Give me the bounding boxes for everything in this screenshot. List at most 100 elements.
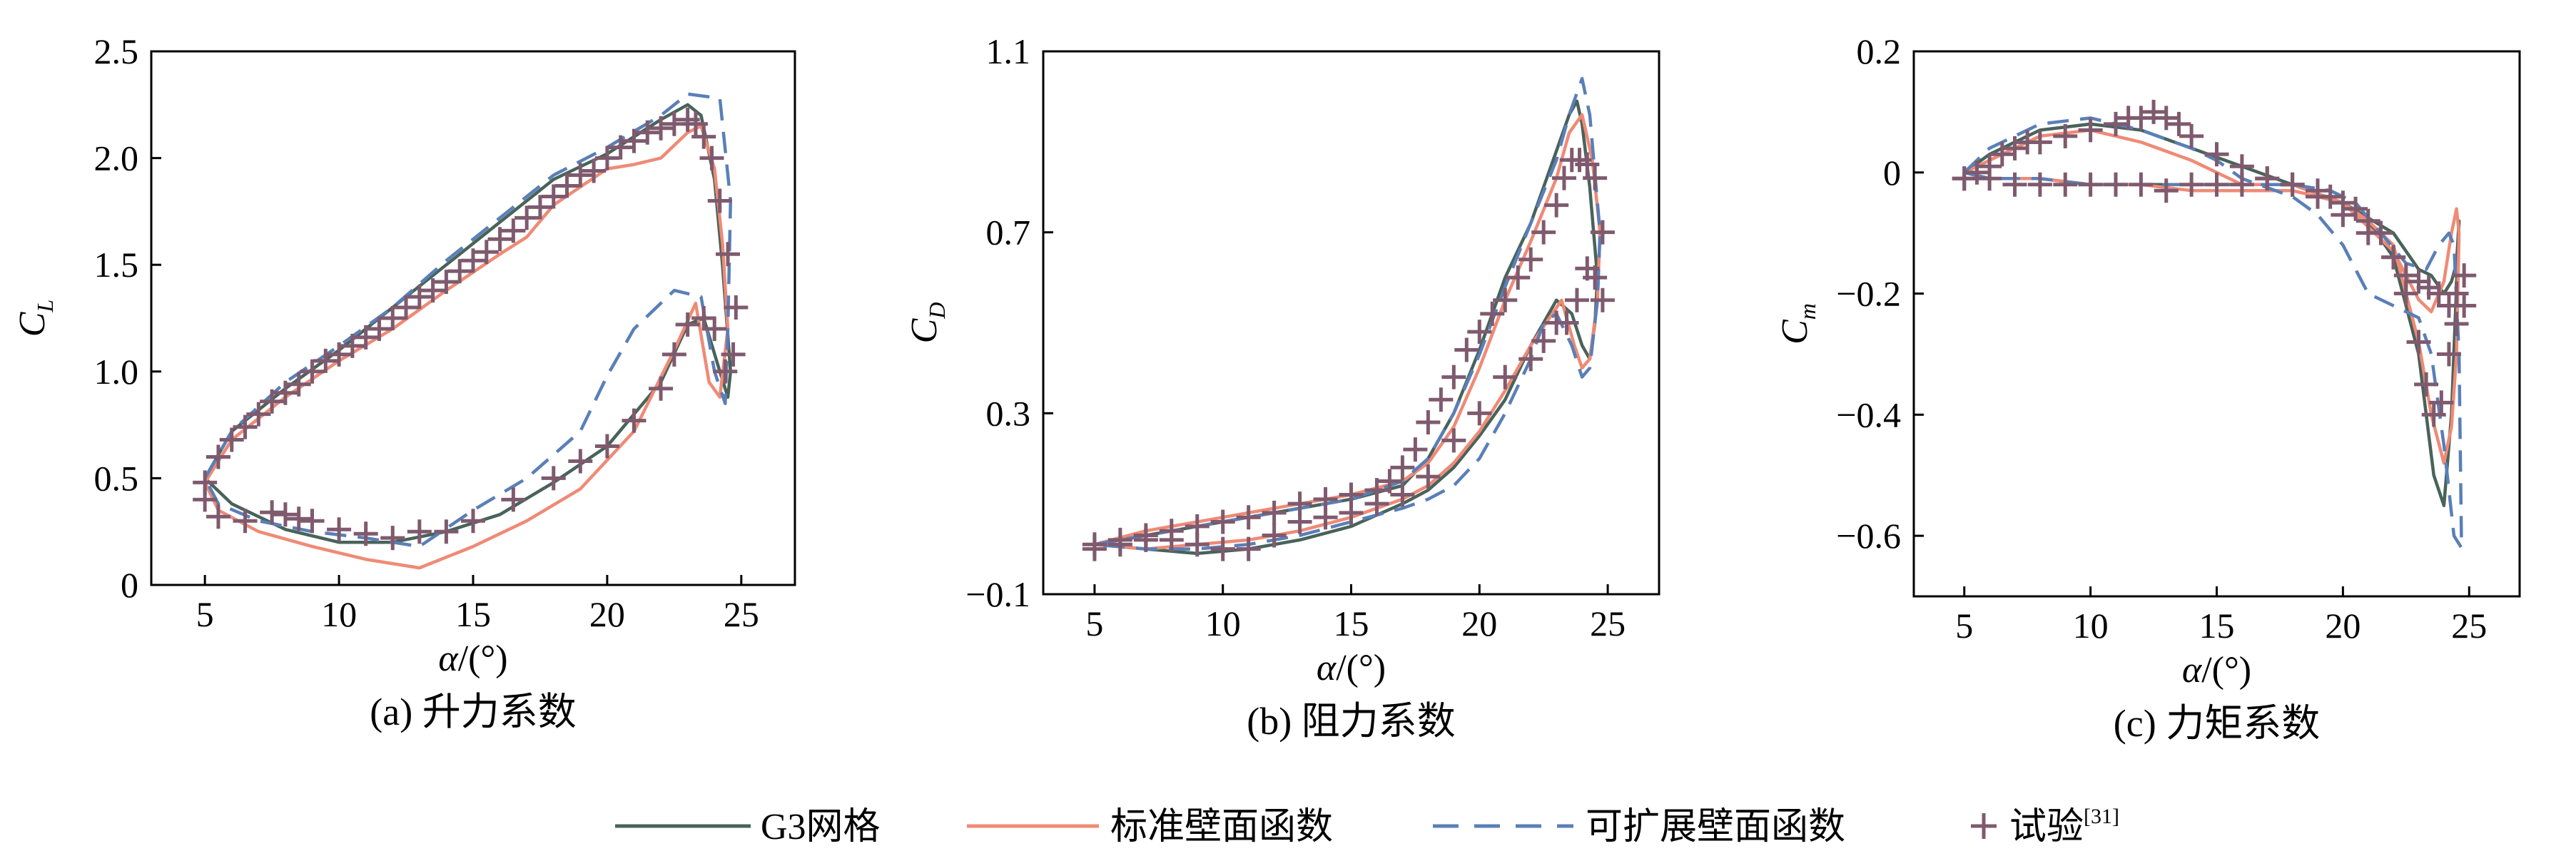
exp-marker-drag <box>1210 509 1235 534</box>
series-line-scalable-lift <box>203 92 733 549</box>
legend-label-scalable: 可扩展壁面函数 <box>1586 807 1845 847</box>
y-tick-label-moment: −0.2 <box>1836 274 1901 314</box>
exp-marker-drag <box>1531 328 1556 353</box>
exp-marker-drag <box>1493 287 1518 312</box>
exp-marker-moment <box>2154 106 2179 131</box>
exp-marker-moment <box>2053 123 2078 148</box>
exp-marker-drag <box>1339 500 1364 525</box>
exp-marker-lift <box>380 306 405 330</box>
y-axis-label-sub-lift: L <box>32 300 58 313</box>
exp-marker-lift <box>367 316 392 341</box>
exp-marker-drag <box>1441 365 1466 389</box>
exp-marker-lift <box>219 427 244 452</box>
exp-marker-lift <box>273 502 298 527</box>
y-tick-label-lift: 1.0 <box>94 352 139 392</box>
series-line-standard-lift <box>203 124 730 570</box>
legend-label-standard: 标准壁面函数 <box>1110 807 1333 847</box>
exp-marker-drag <box>1590 220 1615 245</box>
exp-marker-lift <box>300 359 325 384</box>
exp-marker-lift <box>691 124 716 149</box>
exp-marker-moment <box>2129 172 2154 197</box>
x-tick-label-drag: 10 <box>1205 603 1241 643</box>
exp-marker-lift <box>327 342 352 367</box>
y-axis-label-main-drag: C <box>904 317 945 343</box>
series-line-scalable-drag <box>1094 76 1602 551</box>
y-axis-label-main-moment: C <box>1775 319 1815 345</box>
exp-marker-moment <box>2002 172 2027 197</box>
exp-marker-moment <box>2406 269 2431 294</box>
exp-marker-moment <box>2027 130 2052 155</box>
exp-marker-lift <box>568 163 593 188</box>
y-tick-label-lift: 2.5 <box>94 31 139 71</box>
y-tick-label-drag: 0.7 <box>986 213 1031 253</box>
exp-marker-moment <box>2078 118 2103 143</box>
exp-marker-drag <box>1313 505 1338 530</box>
y-axis-label-main-lift: C <box>12 311 53 337</box>
exp-marker-lift <box>675 312 700 337</box>
exp-marker-moment <box>2414 372 2439 397</box>
x-tick-label-moment: 15 <box>2199 606 2235 646</box>
y-tick-label-drag: 0.3 <box>986 393 1031 433</box>
exp-marker-drag <box>1287 509 1312 534</box>
y-tick-label-lift: 1.5 <box>94 245 139 285</box>
y-tick-label-moment: −0.6 <box>1836 516 1901 556</box>
exp-marker-drag <box>1575 152 1600 177</box>
legend: G3网格 标准壁面函数 可扩展壁面函数 试验[31] <box>615 805 2119 847</box>
exp-marker-moment <box>2444 312 2469 336</box>
exp-marker-lift <box>233 414 258 439</box>
x-tick-label-moment: 20 <box>2325 606 2361 646</box>
exp-marker-moment <box>2229 172 2254 197</box>
panel-caption-drag: (b) 阻力系数 <box>1247 700 1455 743</box>
exp-marker-drag <box>1506 265 1531 290</box>
legend-label-exp-ref: [31] <box>2084 805 2119 828</box>
x-tick-label-moment: 10 <box>2073 606 2109 646</box>
exp-marker-lift <box>327 517 352 542</box>
legend-item-scalable: 可扩展壁面函数 <box>1433 807 1845 847</box>
exp-marker-moment <box>2141 99 2166 124</box>
plot-area-moment <box>1952 99 2477 550</box>
x-axis-label-unit-lift: /(°) <box>458 638 508 679</box>
exp-marker-lift <box>474 240 499 265</box>
exp-marker-drag <box>1262 500 1287 525</box>
x-axis-label-symbol-drag: α <box>1317 648 1337 688</box>
exp-marker-moment <box>2436 342 2461 367</box>
y-axis-label-drag: CD <box>904 302 950 344</box>
panel-caption-lift: (a) 升力系数 <box>370 691 576 733</box>
exp-marker-lift <box>649 116 674 141</box>
exp-marker-moment <box>2306 184 2330 209</box>
exp-marker-lift <box>300 509 325 534</box>
exp-marker-lift <box>702 316 727 341</box>
exp-marker-lift <box>527 195 552 220</box>
exp-marker-moment <box>2204 172 2229 197</box>
x-tick-label-drag: 15 <box>1334 603 1369 643</box>
exp-marker-lift <box>541 466 566 491</box>
y-tick-label-lift: 0 <box>121 565 138 605</box>
exp-marker-lift <box>683 111 708 136</box>
y-tick-label-moment: −0.4 <box>1836 394 1901 434</box>
exp-marker-lift <box>434 270 459 295</box>
axes-frame-moment <box>1912 50 2521 598</box>
exp-marker-drag <box>1262 523 1287 548</box>
legend-item-g3: G3网格 <box>615 807 881 847</box>
exp-marker-drag <box>1107 532 1132 557</box>
y-axis-label-sub-moment: m <box>1795 303 1820 320</box>
exp-marker-drag <box>1185 532 1210 557</box>
exp-marker-lift <box>594 434 619 459</box>
legend-label-exp: 试验[31] <box>2009 805 2119 847</box>
exp-marker-lift <box>193 487 218 512</box>
exp-marker-drag <box>1493 365 1518 389</box>
exp-marker-lift <box>407 285 432 310</box>
exp-marker-moment <box>2343 196 2368 221</box>
panel-caption-moment: (c) 力矩系数 <box>2114 702 2320 745</box>
exp-marker-lift <box>691 306 716 330</box>
x-axis-label-lift: α/(°) <box>438 638 507 679</box>
exp-marker-drag <box>1133 527 1158 552</box>
exp-marker-lift <box>568 449 593 474</box>
exp-marker-lift <box>721 342 746 367</box>
panel-moment: 5 10 15 20 25 −0.6 −0.4 −0.2 0 0.2 α/(°) Cm (c) 力矩系数 <box>1775 31 2521 745</box>
x-tick-label-lift: 25 <box>724 594 759 634</box>
exp-marker-moment <box>2166 111 2191 136</box>
x-tick-label-moment: 5 <box>1955 606 1973 646</box>
exp-marker-drag <box>1480 301 1505 326</box>
